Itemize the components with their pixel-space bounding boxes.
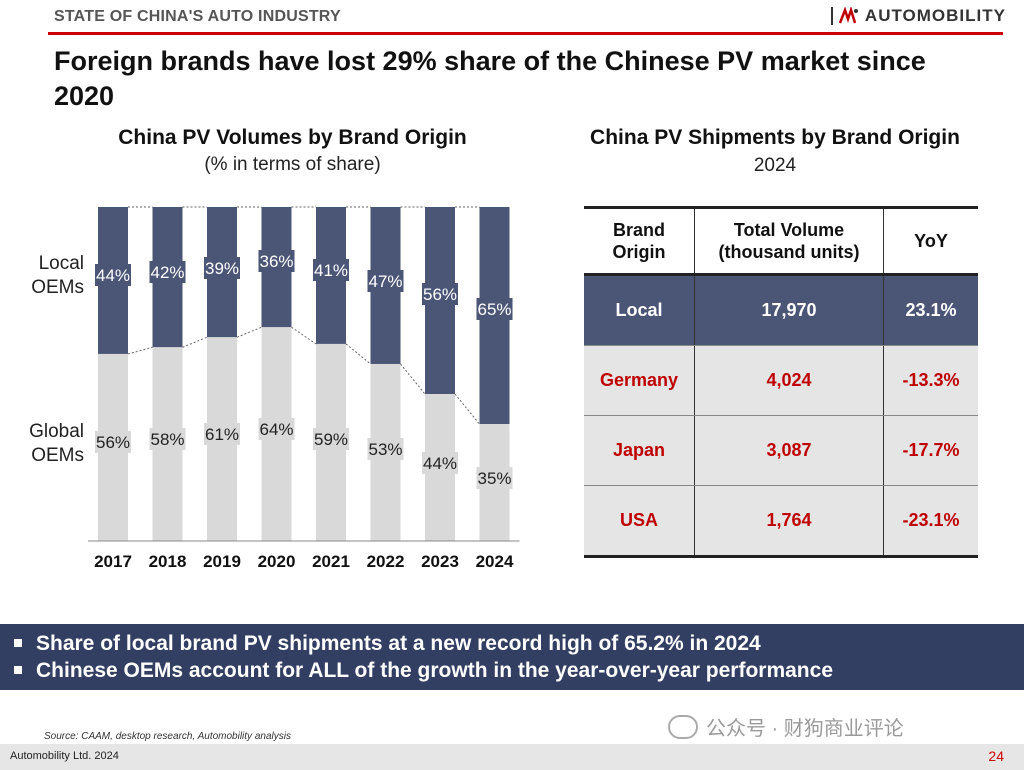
label-bg: [313, 259, 349, 281]
connector-line: [345, 343, 371, 365]
header-brand-origin: Brand Origin: [584, 206, 695, 276]
data-label-global-2017: 56%: [96, 433, 130, 452]
chart-subtitle: (% in terms of share): [204, 154, 381, 175]
data-label-global-2023: 44%: [423, 454, 457, 473]
takeaway-text: Share of local brand PV shipments at a n…: [36, 632, 761, 655]
table-subtitle: 2024: [753, 155, 797, 176]
row-yoy: -17.7%: [883, 415, 978, 486]
data-label-local-2020: 36%: [259, 252, 293, 271]
connector-line: [182, 336, 208, 348]
table-header-row: Brand Origin Total Volume (thousand units)…: [584, 206, 978, 276]
label-bg: [258, 250, 295, 272]
series-label: Local: [39, 253, 84, 274]
bullet-icon: [14, 665, 22, 674]
series-label: Global: [29, 421, 84, 442]
key-takeaways-banner: Share of local brand PV shipments at a n…: [0, 624, 1024, 690]
label-bg: [476, 298, 513, 320]
label-bg: [422, 452, 458, 474]
label-bg: [367, 438, 404, 460]
shipments-table: Brand Origin Total Volume (thousand units)…: [584, 206, 978, 558]
row-origin: Japan: [584, 415, 695, 486]
label-bg: [313, 428, 349, 450]
page-number: 24: [988, 748, 1004, 764]
header-yoy: YoY: [883, 206, 978, 276]
connector-line: [454, 393, 480, 425]
x-tick-label-2023: 2023: [421, 552, 459, 571]
x-tick-label-2017: 2017: [94, 552, 132, 571]
label-bg: [149, 428, 186, 450]
brand-name: AUTOMOBILITY: [864, 6, 1006, 25]
data-label-local-2019: 39%: [205, 259, 239, 278]
table-row: USA 1,764 -23.1%: [584, 485, 978, 558]
data-label-local-2023: 56%: [423, 285, 457, 304]
label-bg: [204, 423, 240, 445]
connector-line: [127, 346, 153, 355]
label-bg: [95, 264, 131, 286]
data-label-local-2017: 44%: [96, 266, 130, 285]
chart-title: China PV Volumes by Brand Origin: [118, 126, 467, 149]
row-origin: Germany: [584, 345, 695, 416]
series-label: OEMs: [31, 445, 84, 466]
data-label-global-2024: 35%: [477, 469, 511, 488]
header-total-volume: Total Volume (thousand units): [694, 206, 884, 276]
label-bg: [367, 270, 404, 292]
table-row: Japan 3,087 -17.7%: [584, 415, 978, 486]
watermark-text: 公众号 · 财狗商业评论: [706, 718, 904, 740]
x-tick-label-2019: 2019: [203, 552, 241, 571]
page-title: Foreign brands have lost 29% share of th…: [54, 46, 926, 111]
takeaway-text: Chinese OEMs account for ALL of the grow…: [36, 659, 833, 682]
data-label-global-2021: 59%: [314, 430, 348, 449]
label-bg: [258, 418, 295, 440]
stacked-bar-chart: 44% 56% 2017 42% 58% 2018 39% 61% 2019 36% 64% 2020…: [29, 206, 520, 571]
table-row: Germany 4,024 -13.3%: [584, 345, 978, 416]
x-tick-label-2020: 2020: [258, 552, 296, 571]
section-label: STATE OF CHINA'S AUTO INDUSTRY: [54, 8, 341, 25]
footer-bar: [0, 744, 1024, 770]
header-rule: [48, 32, 1003, 35]
x-tick-label-2022: 2022: [367, 552, 405, 571]
label-bg: [422, 283, 458, 305]
x-tick-label-2021: 2021: [312, 552, 350, 571]
label-bg: [149, 261, 186, 283]
data-label-local-2021: 41%: [314, 261, 348, 280]
watermark: 公众号 · 财狗商业评论: [668, 712, 904, 741]
row-yoy: -13.3%: [883, 345, 978, 416]
row-origin: USA: [584, 485, 695, 558]
automobility-logo-icon: [838, 7, 858, 24]
data-label-global-2022: 53%: [368, 440, 402, 459]
x-tick-label-2024: 2024: [476, 552, 514, 571]
label-bg: [476, 467, 513, 489]
label-bg: [204, 257, 240, 279]
row-yoy: -23.1%: [883, 485, 978, 558]
data-label-global-2019: 61%: [205, 425, 239, 444]
takeaway-item: Share of local brand PV shipments at a n…: [10, 630, 1024, 657]
divider: [830, 7, 833, 25]
source-note: Source: CAAM, desktop research, Automobi…: [44, 731, 291, 742]
row-volume: 17,970: [694, 274, 884, 346]
table-row: Local 17,970 23.1%: [584, 274, 978, 346]
series-label: OEMs: [31, 277, 84, 298]
row-origin: Local: [584, 274, 695, 346]
data-label-local-2022: 47%: [368, 272, 402, 291]
bullet-icon: [14, 638, 22, 647]
wechat-icon: [668, 714, 698, 739]
connector-line: [400, 363, 426, 395]
x-tick-label-2018: 2018: [149, 552, 187, 571]
data-label-global-2020: 64%: [259, 420, 293, 439]
row-volume: 3,087: [694, 415, 884, 486]
brand-logo: AUTOMOBILITY: [830, 6, 1006, 26]
table-title: China PV Shipments by Brand Origin: [590, 126, 960, 149]
row-volume: 4,024: [694, 345, 884, 416]
row-yoy: 23.1%: [883, 274, 978, 346]
connector-line: [291, 326, 317, 345]
takeaway-item: Chinese OEMs account for ALL of the grow…: [10, 657, 1024, 684]
footer-company: Automobility Ltd. 2024: [10, 750, 119, 762]
row-volume: 1,764: [694, 485, 884, 558]
data-label-local-2024: 65%: [477, 300, 511, 319]
connector-line: [236, 326, 262, 338]
data-label-global-2018: 58%: [150, 430, 184, 449]
label-bg: [95, 431, 131, 453]
data-label-local-2018: 42%: [150, 263, 184, 282]
